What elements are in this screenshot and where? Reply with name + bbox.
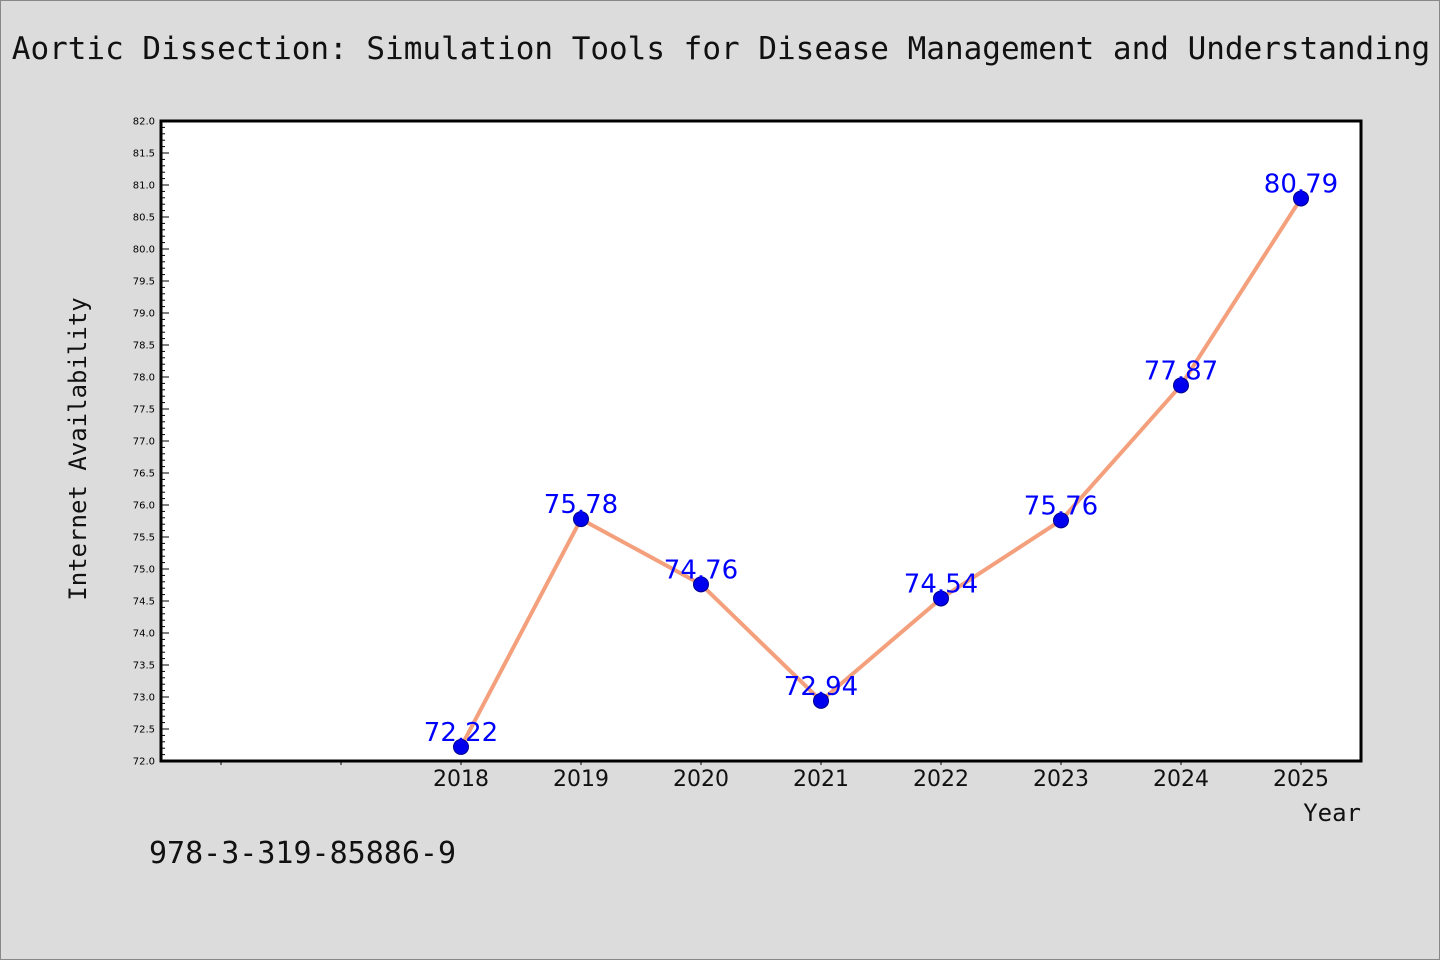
y-axis-label: Internet Availability — [64, 297, 92, 600]
x-tick-label: 2019 — [553, 767, 609, 792]
data-point — [453, 738, 469, 755]
y-tick-label: 72.0 — [133, 757, 155, 768]
y-tick-label: 75.0 — [133, 565, 155, 576]
y-tick-label: 77.5 — [133, 405, 155, 416]
data-point — [693, 576, 709, 593]
data-label: 74.76 — [664, 555, 738, 585]
isbn-label: 978-3-319-85886-9 — [149, 836, 457, 871]
x-tick-label: 2024 — [1153, 767, 1209, 792]
plot-frame — [159, 119, 1363, 763]
y-tick-label: 78.5 — [133, 341, 155, 352]
x-tick-label: 2018 — [433, 767, 489, 792]
plot-area — [161, 121, 1361, 761]
data-point — [573, 511, 589, 528]
data-point — [1173, 377, 1189, 394]
y-tick-label: 73.0 — [133, 693, 155, 704]
data-label: 74.54 — [904, 569, 978, 599]
x-tick-label: 2023 — [1033, 767, 1089, 792]
data-point — [1053, 512, 1069, 529]
data-label: 77.87 — [1144, 356, 1218, 386]
y-tick-label: 81.5 — [133, 149, 155, 160]
y-tick-label: 73.5 — [133, 661, 155, 672]
x-axis-label: Year — [1303, 799, 1361, 827]
x-tick-label: 2025 — [1273, 767, 1329, 792]
x-tick-label: 2022 — [913, 767, 969, 792]
data-label: 72.22 — [424, 718, 498, 748]
data-label: 72.94 — [784, 672, 858, 702]
y-tick-label: 79.5 — [133, 277, 155, 288]
chart-title: Aortic Dissection: Simulation Tools for … — [11, 31, 1431, 67]
x-tick-label: 2020 — [673, 767, 729, 792]
y-tick-label: 82.0 — [133, 117, 155, 128]
data-label: 75.78 — [544, 490, 618, 520]
data-point — [1293, 190, 1309, 207]
y-tick-label: 76.5 — [133, 469, 155, 480]
y-tick-label: 77.0 — [133, 437, 155, 448]
y-tick-label: 80.5 — [133, 213, 155, 224]
y-tick-label: 80.0 — [133, 245, 155, 256]
data-point — [933, 590, 949, 607]
y-tick-label: 78.0 — [133, 373, 155, 384]
series-line — [459, 196, 1303, 749]
y-tick-label: 72.5 — [133, 725, 155, 736]
y-tick-label: 74.5 — [133, 597, 155, 608]
data-label: 80.79 — [1264, 169, 1338, 199]
data-label: 75.76 — [1024, 491, 1098, 521]
y-tick-label: 79.0 — [133, 309, 155, 320]
y-tick-label: 76.0 — [133, 501, 155, 512]
data-point — [813, 692, 829, 709]
y-tick-label: 81.0 — [133, 181, 155, 192]
x-tick-label: 2021 — [793, 767, 849, 792]
y-tick-label: 75.5 — [133, 533, 155, 544]
y-tick-label: 74.0 — [133, 629, 155, 640]
